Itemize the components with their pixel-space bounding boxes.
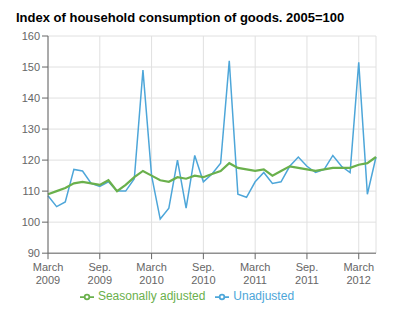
svg-text:140: 140: [22, 92, 40, 104]
svg-text:110: 110: [22, 185, 40, 197]
svg-text:March2010: March2010: [136, 261, 167, 286]
svg-text:150: 150: [22, 61, 40, 73]
svg-text:Sep.2011: Sep.2011: [295, 261, 319, 286]
svg-text:130: 130: [22, 123, 40, 135]
svg-text:Sep.2009: Sep.2009: [88, 261, 112, 286]
svg-text:90: 90: [28, 247, 40, 259]
svg-text:March2011: March2011: [240, 261, 271, 286]
svg-text:100: 100: [22, 216, 40, 228]
html-text:Index of household consumption: Index of household consumption of goods.…: [16, 10, 345, 25]
svg-text:120: 120: [22, 154, 40, 166]
svg-text:Sep.2010: Sep.2010: [191, 261, 215, 286]
svg-text:160: 160: [22, 30, 40, 42]
svg-text:March2012: March2012: [343, 261, 374, 286]
html-text:Unadjusted: Unadjusted: [233, 289, 295, 304]
svg-text:March2009: March2009: [33, 261, 64, 286]
html-text:Seasonally adjusted: Seasonally adjusted: [97, 289, 206, 304]
